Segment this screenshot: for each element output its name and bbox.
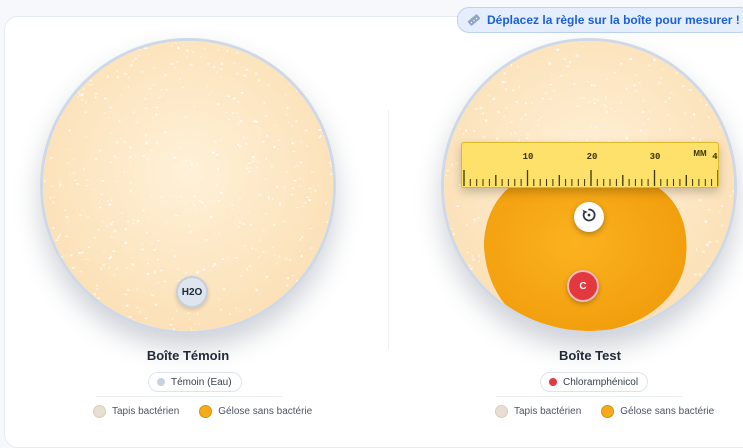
test-disk-label: C (579, 281, 586, 292)
control-substance-label: Témoin (Eau) (171, 377, 232, 388)
rotate-icon (581, 207, 597, 228)
ruler-unit: MM (693, 149, 707, 158)
legend-clear-label: Gélose sans bactérie (620, 406, 714, 417)
test-substance-label: Chloramphénicol (563, 377, 638, 388)
test-dish-title: Boîte Test (490, 348, 690, 363)
control-legend: Tapis bactérien Gélose sans bactérie (93, 405, 312, 418)
control-substance-badge: Témoin (Eau) (148, 372, 242, 392)
ruler-label-40: 4 (712, 152, 718, 162)
clear-agar-swatch (199, 405, 212, 418)
test-separator (496, 396, 682, 397)
instruction-text: Déplacez la règle sur la boîte pour mesu… (487, 13, 740, 27)
control-separator (96, 396, 282, 397)
lawn-swatch (495, 405, 508, 418)
test-legend: Tapis bactérien Gélose sans bactérie (495, 405, 714, 418)
ruler-icon (467, 13, 481, 27)
control-dish-title: Boîte Témoin (88, 348, 288, 363)
lawn-swatch (93, 405, 106, 418)
clear-agar-swatch (601, 405, 614, 418)
legend-clear-label: Gélose sans bactérie (218, 406, 312, 417)
instruction-hint: Déplacez la règle sur la boîte pour mesu… (457, 7, 743, 33)
control-petri-dish: H2O (40, 38, 336, 334)
panel-divider (388, 110, 389, 350)
control-antibiotic-disk: H2O (176, 276, 208, 308)
test-substance-dot (549, 378, 557, 386)
control-substance-dot (157, 378, 165, 386)
test-substance-badge: Chloramphénicol (540, 372, 648, 392)
measuring-ruler[interactable]: 10 20 30 4 MM (461, 142, 719, 188)
ruler-label-10: 10 (523, 152, 534, 162)
inhibition-zone (484, 173, 687, 331)
legend-lawn-label: Tapis bactérien (514, 406, 581, 417)
test-antibiotic-disk: C (567, 270, 599, 302)
legend-lawn-label: Tapis bactérien (112, 406, 179, 417)
control-disk-label: H2O (182, 287, 203, 298)
ruler-label-20: 20 (587, 152, 598, 162)
rotate-ruler-button[interactable] (574, 202, 604, 232)
ruler-label-30: 30 (650, 152, 661, 162)
